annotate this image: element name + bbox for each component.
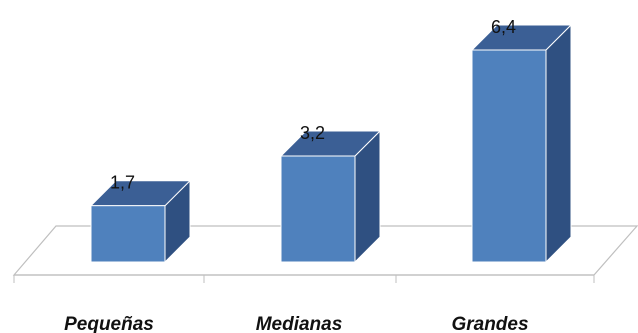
- bar-side: [545, 23, 572, 264]
- bar-front: [280, 155, 356, 263]
- bar-front: [471, 49, 547, 263]
- data-label: 6,4: [491, 17, 516, 37]
- category-label: Medianas: [256, 314, 343, 333]
- bar: [279, 129, 382, 264]
- category-labels: Pequeñas Medianas Grandes: [64, 314, 528, 333]
- data-labels: 1,7 3,2 6,4: [110, 17, 516, 193]
- data-label: 3,2: [300, 123, 325, 143]
- category-label: Pequeñas: [64, 314, 154, 333]
- bar-series: [89, 23, 573, 264]
- bar-front: [90, 205, 166, 263]
- data-label: 1,7: [110, 173, 135, 193]
- category-label: Grandes: [451, 314, 528, 333]
- bar: [89, 179, 192, 264]
- bar: [470, 23, 573, 264]
